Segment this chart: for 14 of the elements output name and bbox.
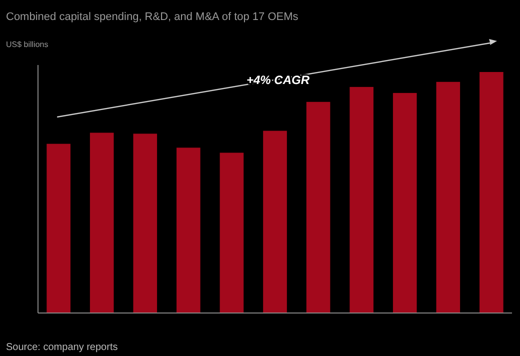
source-note: Source: company reports: [6, 342, 118, 353]
bar: [90, 132, 114, 313]
bar: [306, 102, 330, 313]
chart-subtitle: US$ billions: [6, 40, 48, 49]
chart-title: Combined capital spending, R&D, and M&A of top 17 OEMs: [6, 11, 299, 23]
bar: [480, 72, 504, 313]
bar: [263, 130, 287, 313]
bar: [436, 82, 460, 313]
bar: [220, 152, 244, 313]
bar: [133, 134, 158, 313]
bar: [392, 92, 417, 313]
bar: [350, 86, 374, 313]
bar: [46, 144, 70, 313]
bar: [176, 148, 200, 313]
